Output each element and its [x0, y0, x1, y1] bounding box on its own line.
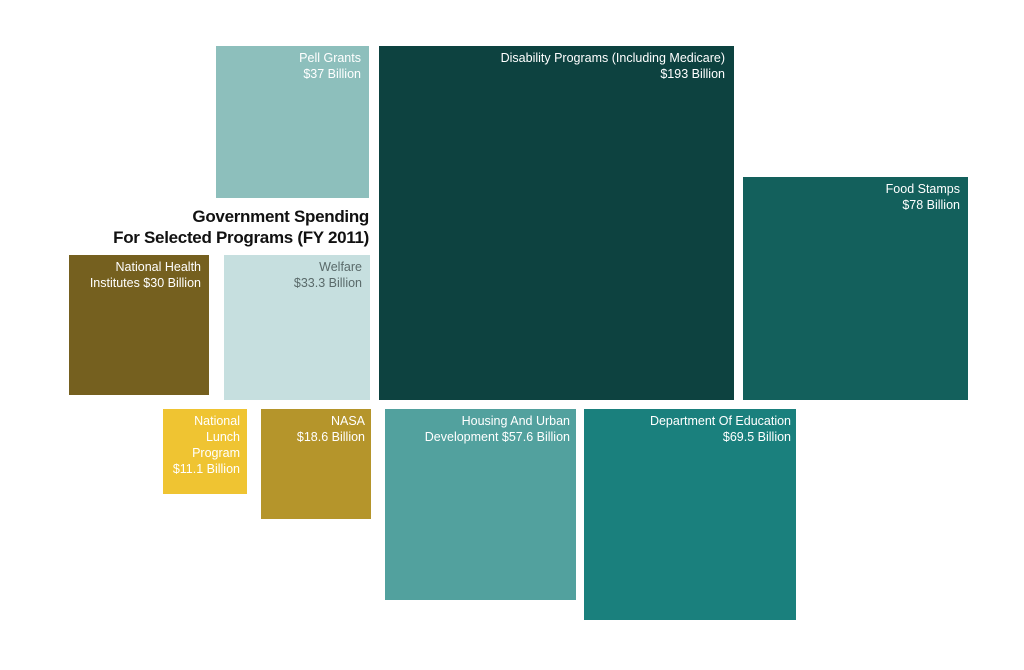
square-pell-grants: Pell Grants $37 Billion — [216, 46, 369, 198]
square-food-stamps: Food Stamps $78 Billion — [743, 177, 968, 400]
label-national-health-institutes: National Health Institutes $30 Billion — [89, 260, 201, 290]
title-line-2: For Selected Programs (FY 2011) — [113, 228, 369, 247]
value-pell-grants: $37 Billion — [303, 67, 361, 81]
square-department-of-education: Department Of Education $69.5 Billion — [584, 409, 796, 620]
label-pell-grants: Pell Grants — [299, 51, 361, 65]
value-welfare: $33.3 Billion — [293, 276, 362, 290]
value-national-lunch-program: $11.1 Billion — [172, 462, 240, 476]
square-housing-urban-development: Housing And Urban Development $57.6 Bill… — [385, 409, 576, 600]
square-disability-programs: Disability Programs (Including Medicare)… — [379, 46, 734, 400]
value-disability-programs: $193 Billion — [660, 67, 725, 81]
square-national-lunch-program: National Lunch Program $11.1 Billion — [163, 409, 247, 494]
square-nasa: NASA $18.6 Billion — [261, 409, 371, 519]
label-nasa: NASA — [330, 414, 365, 428]
value-food-stamps: $78 Billion — [902, 198, 960, 212]
label-welfare: Welfare — [319, 260, 362, 274]
label-department-of-education: Department Of Education — [649, 414, 791, 428]
label-food-stamps: Food Stamps — [885, 182, 960, 196]
value-nasa: $18.6 Billion — [296, 430, 365, 444]
label-disability-programs: Disability Programs (Including Medicare) — [500, 51, 725, 65]
label-national-lunch-program: National Lunch Program — [192, 414, 240, 460]
square-welfare: Welfare $33.3 Billion — [224, 255, 370, 400]
square-national-health-institutes: National Health Institutes $30 Billion — [69, 255, 209, 395]
chart-title: Government Spending For Selected Program… — [113, 206, 369, 248]
label-housing-urban-development: Housing And Urban Development $57.6 Bill… — [424, 414, 570, 444]
title-line-1: Government Spending — [192, 207, 369, 226]
value-department-of-education: $69.5 Billion — [722, 430, 791, 444]
